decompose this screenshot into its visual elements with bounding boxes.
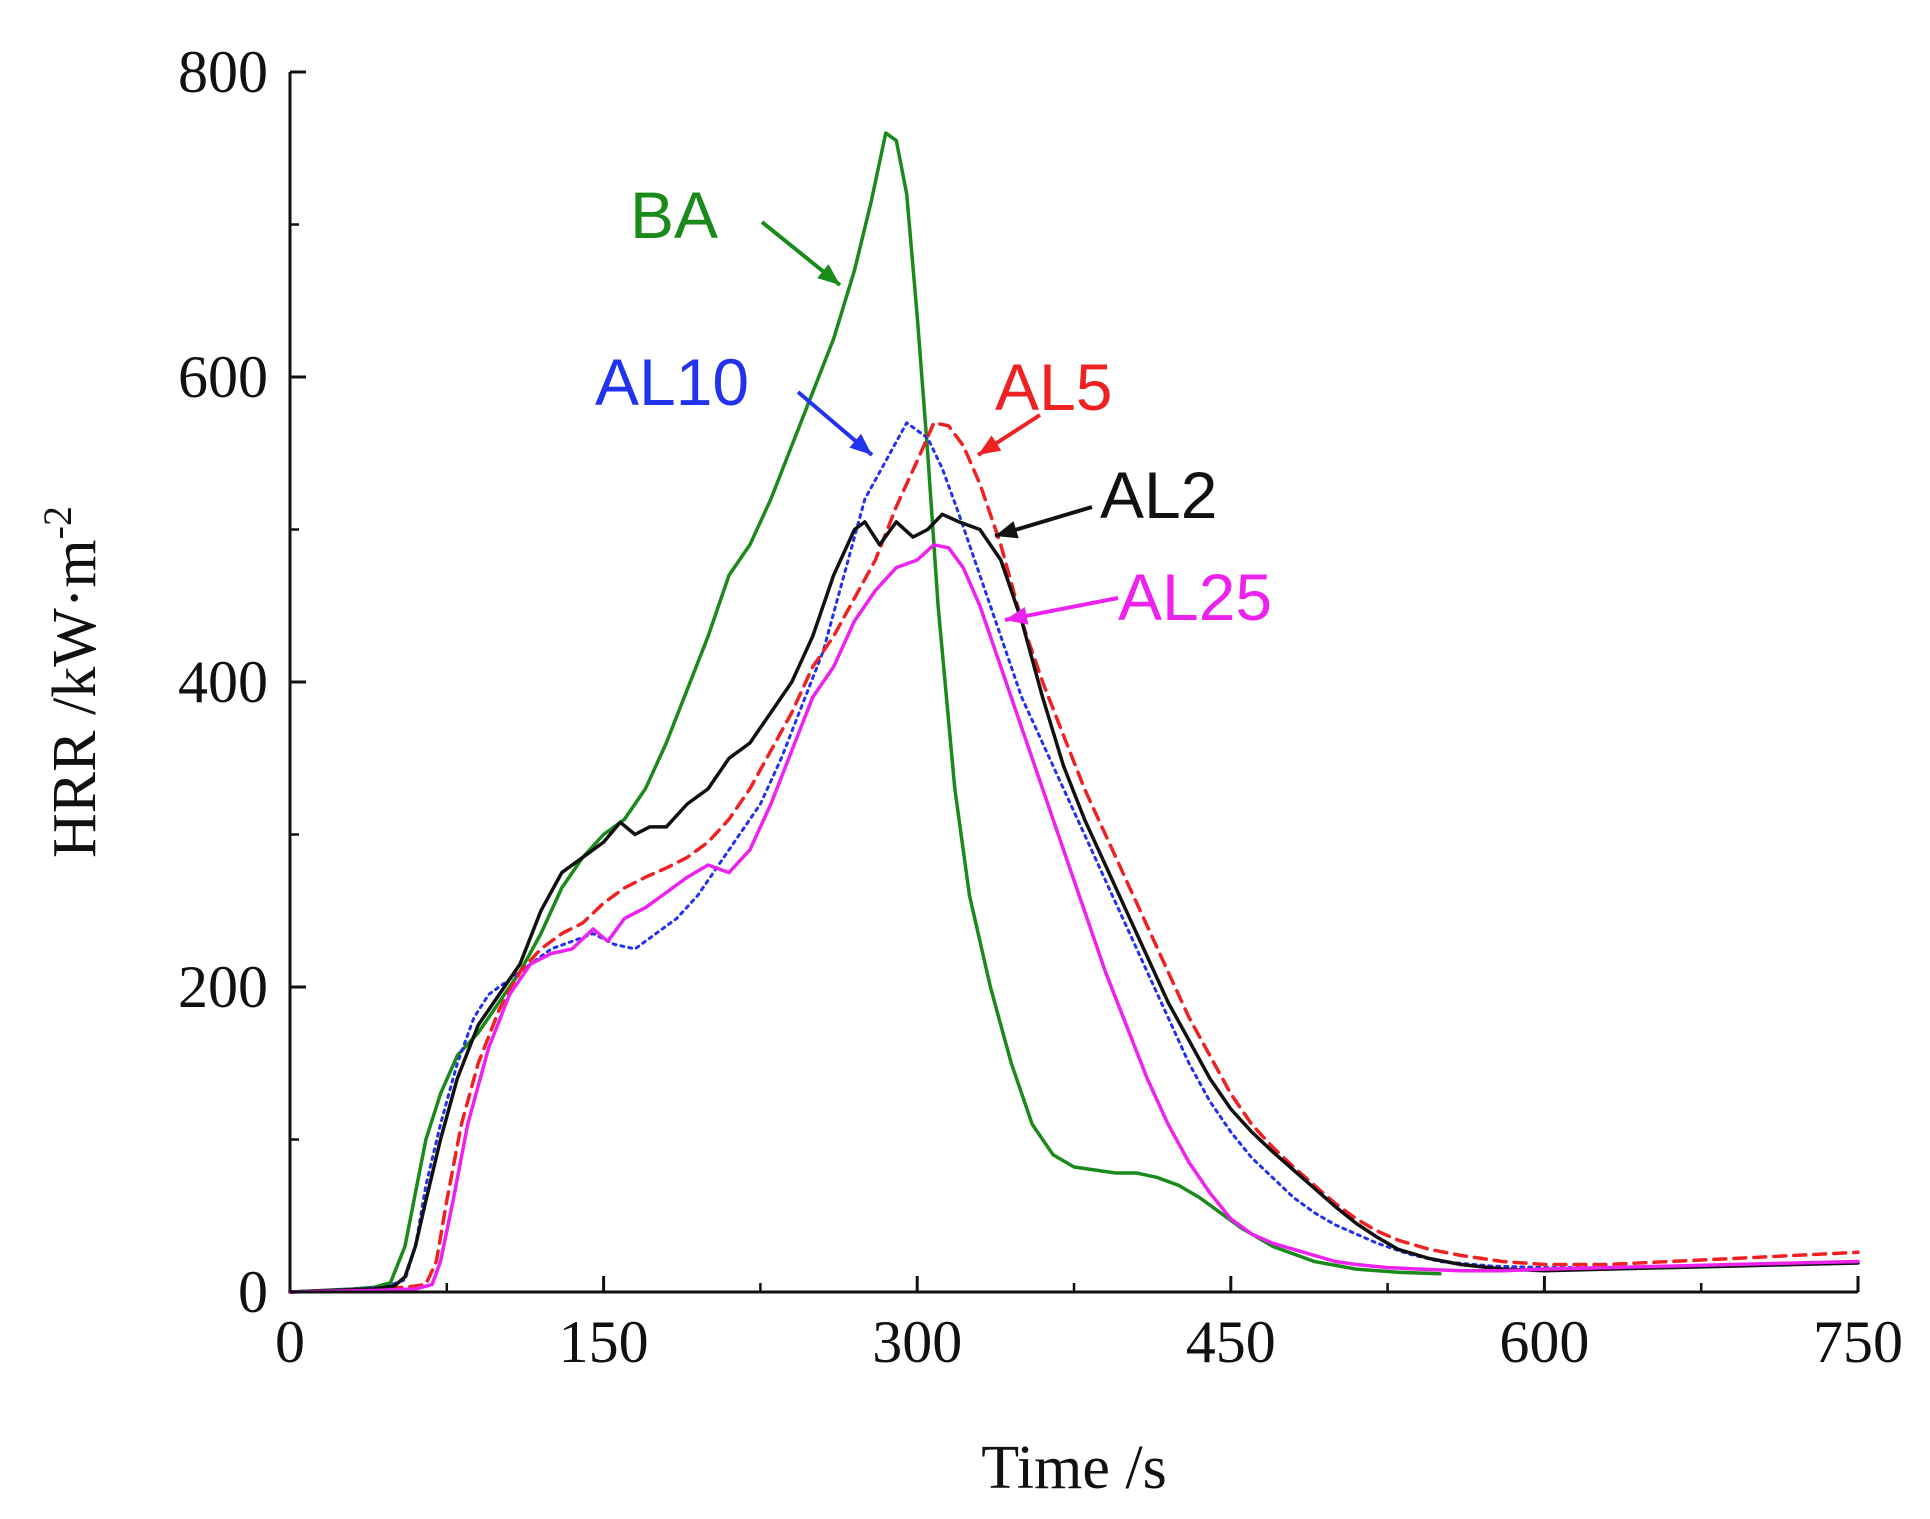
x-tick-label: 600 bbox=[1499, 1309, 1589, 1375]
series-line-al2 bbox=[288, 512, 1860, 1294]
series-layer bbox=[288, 131, 1860, 1294]
y-tick-label: 800 bbox=[178, 39, 268, 105]
axes-layer: 0 150 300 450 600 750 0 200 400 600 800 Time /s HRR … bbox=[35, 39, 1903, 1502]
y-tick-label: 400 bbox=[178, 649, 268, 715]
series-label-ba: BA bbox=[630, 178, 718, 252]
x-tick-label: 300 bbox=[872, 1309, 962, 1375]
arrow-head-al10 bbox=[849, 433, 872, 455]
series-line-al5 bbox=[288, 421, 1860, 1294]
y-tick-label: 200 bbox=[178, 954, 268, 1020]
y-tick-label: 0 bbox=[238, 1259, 268, 1325]
y-axis-title-superscript: -2 bbox=[35, 506, 80, 539]
series-line-ba bbox=[288, 131, 1442, 1294]
x-tick-label: 0 bbox=[275, 1309, 305, 1375]
arrow-head-al2 bbox=[995, 521, 1019, 539]
labels-layer: BA AL10 AL5 AL2 AL25 bbox=[595, 178, 1272, 634]
series-label-al25: AL25 bbox=[1118, 560, 1272, 634]
arrow-head-ba bbox=[817, 264, 840, 285]
series-line-al25 bbox=[288, 543, 1860, 1294]
y-tick-label: 600 bbox=[178, 344, 268, 410]
x-axis-title: Time /s bbox=[981, 1434, 1167, 1502]
arrow-head-al25 bbox=[1005, 606, 1029, 625]
arrow-head-al5 bbox=[978, 435, 1002, 455]
series-label-al10: AL10 bbox=[595, 345, 749, 419]
y-axis-title-main: HRR /kW·m bbox=[41, 539, 109, 858]
x-tick-label: 150 bbox=[559, 1309, 649, 1375]
x-tick-label: 450 bbox=[1186, 1309, 1276, 1375]
series-label-al2: AL2 bbox=[1100, 458, 1217, 532]
y-axis-title: HRR /kW·m-2 bbox=[35, 506, 109, 858]
x-tick-label: 750 bbox=[1813, 1309, 1903, 1375]
series-line-al10 bbox=[288, 421, 1860, 1294]
series-label-al5: AL5 bbox=[995, 350, 1112, 424]
